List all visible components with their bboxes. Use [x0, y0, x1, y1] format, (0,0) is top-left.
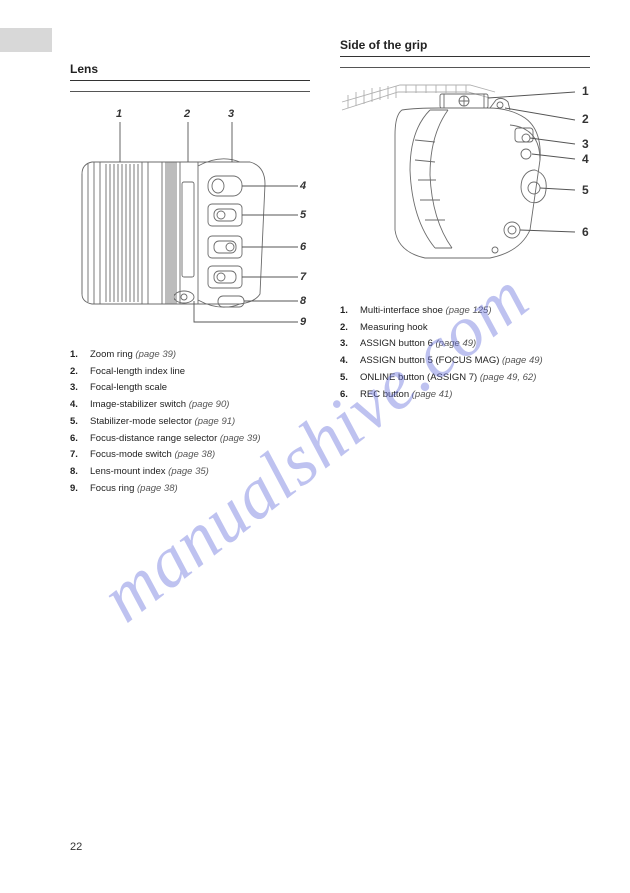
grip-heading: Side of the grip: [340, 38, 590, 52]
list-item: 1.Zoom ring (page 39): [70, 348, 310, 363]
lens-callout-8: 8: [300, 295, 306, 307]
list-item: 5.ONLINE button (ASSIGN 7) (page 49, 62): [340, 371, 590, 386]
lens-rule-thin: [70, 91, 310, 92]
lens-callout-2: 2: [184, 108, 190, 120]
grip-rule-top: [340, 56, 590, 57]
lens-callout-1: 1: [116, 108, 122, 120]
grip-callout-5: 5: [582, 183, 589, 197]
lens-callout-3: 3: [228, 108, 234, 120]
list-item: 8.Lens-mount index (page 35): [70, 465, 310, 480]
right-column: Side of the grip: [340, 38, 590, 78]
grip-callout-1: 1: [582, 84, 589, 98]
lens-callout-6: 6: [300, 241, 306, 253]
grip-illustration: [340, 80, 595, 280]
lens-callout-9: 9: [300, 316, 306, 328]
list-item: 3.Focal-length scale: [70, 381, 310, 396]
page-number: 22: [70, 841, 82, 853]
grip-callout-4: 4: [582, 152, 589, 166]
list-item: 4.Image-stabilizer switch (page 90): [70, 398, 310, 413]
grip-callout-2: 2: [582, 112, 589, 126]
list-item: 3.ASSIGN button 6 (page 49): [340, 337, 590, 352]
grip-parts-list: 1.Multi-interface shoe (page 125) 2.Meas…: [340, 304, 590, 402]
left-column: Lens: [70, 62, 310, 498]
lens-callout-5: 5: [300, 209, 306, 221]
list-item: 2.Measuring hook: [340, 321, 590, 336]
grip-parts-wrapper: 1.Multi-interface shoe (page 125) 2.Meas…: [340, 290, 590, 404]
grip-callout-6: 6: [582, 225, 589, 239]
lens-rule-top: [70, 80, 310, 81]
grip-figure: 1 2 3 4 5 6: [340, 80, 595, 280]
list-item: 2.Focal-length index line: [70, 365, 310, 380]
grip-callout-3: 3: [582, 137, 589, 151]
list-item: 6.Focus-distance range selector (page 39…: [70, 432, 310, 447]
lens-callout-7: 7: [300, 271, 306, 283]
lens-callout-4: 4: [300, 180, 306, 192]
list-item: 4.ASSIGN button 5 (FOCUS MAG) (page 49): [340, 354, 590, 369]
list-item: 6.REC button (page 41): [340, 388, 590, 403]
grip-rule-thin: [340, 67, 590, 68]
list-item: 7.Focus-mode switch (page 38): [70, 448, 310, 463]
page-side-tab: [0, 28, 52, 52]
lens-heading: Lens: [70, 62, 310, 76]
list-item: 5.Stabilizer-mode selector (page 91): [70, 415, 310, 430]
lens-figure: 1 2 3 4 5 6 7 8 9: [70, 104, 310, 334]
list-item: 1.Multi-interface shoe (page 125): [340, 304, 590, 319]
list-item: 9.Focus ring (page 38): [70, 482, 310, 497]
lens-illustration: [70, 104, 310, 334]
lens-parts-list: 1.Zoom ring (page 39) 2.Focal-length ind…: [70, 348, 310, 496]
